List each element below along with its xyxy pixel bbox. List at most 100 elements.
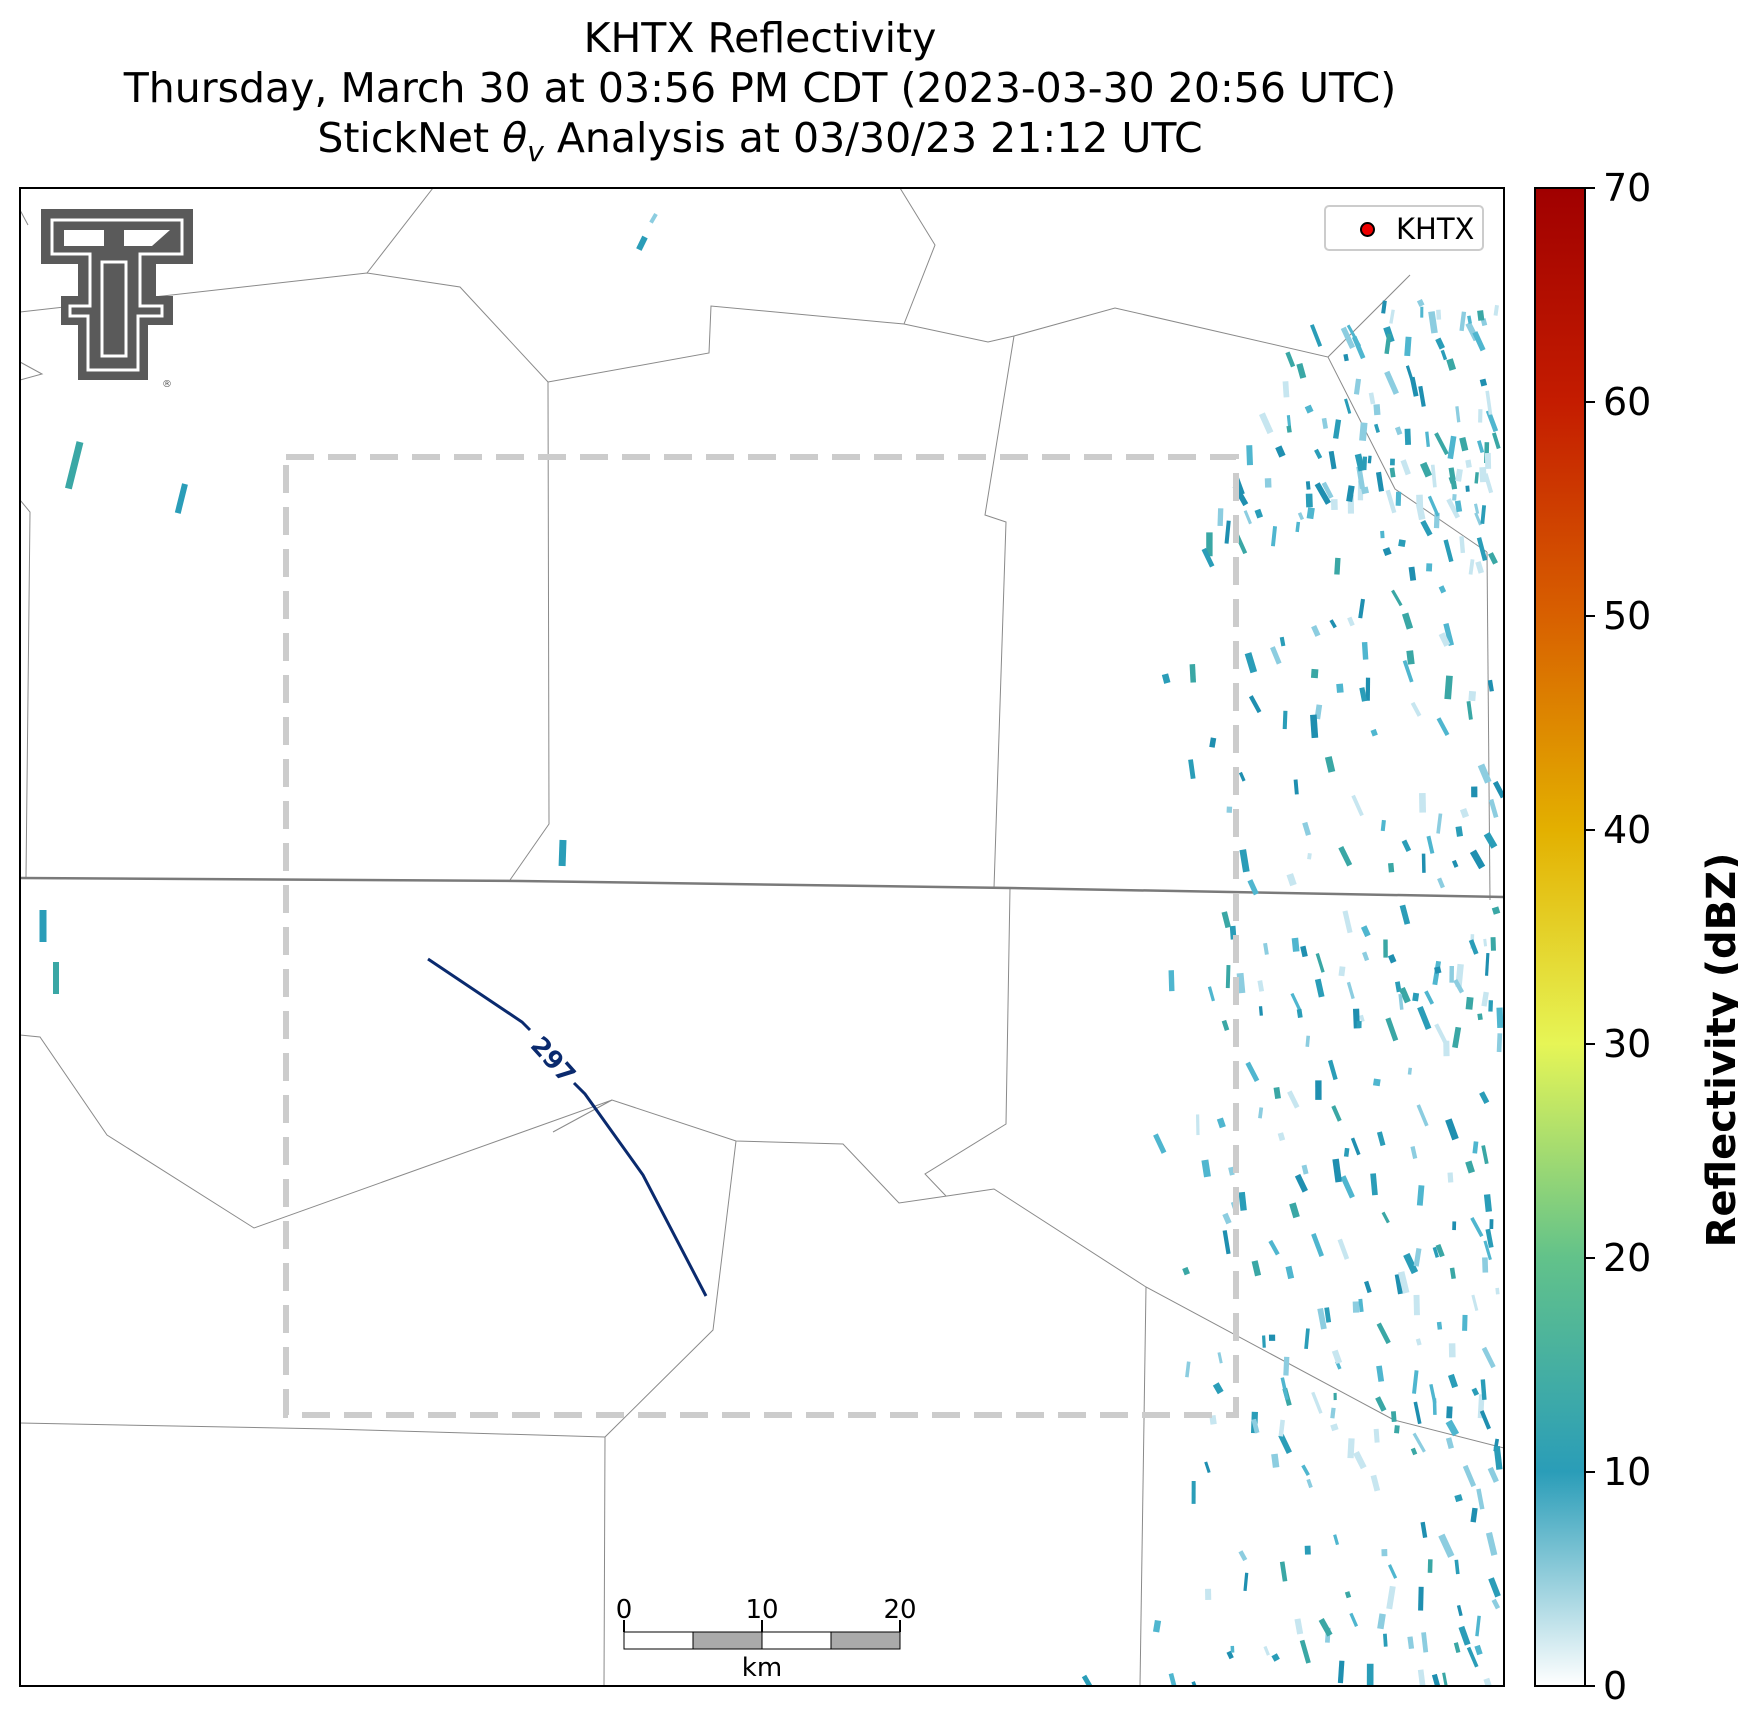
reflectivity-echo — [1310, 324, 1323, 347]
reflectivity-echo — [1286, 873, 1297, 887]
scale-bar-tick-label: 0 — [615, 1595, 633, 1625]
reflectivity-echo — [1491, 906, 1501, 915]
reflectivity-echo — [1398, 993, 1404, 1010]
reflectivity-echo — [1291, 937, 1300, 952]
reflectivity-echo — [1410, 1447, 1418, 1456]
scale-bar-tick-label: 20 — [883, 1595, 917, 1625]
reflectivity-echo — [1376, 1131, 1386, 1147]
reflectivity-echo — [1209, 737, 1217, 748]
reflectivity-echo — [1471, 1387, 1480, 1397]
reflectivity-echo — [1216, 1117, 1226, 1129]
reflectivity-echo — [1277, 1132, 1286, 1142]
reflectivity-echo — [1470, 1507, 1478, 1523]
reflectivity-echo — [1310, 668, 1319, 679]
colorbar-tick-label: 50 — [1603, 594, 1652, 638]
reflectivity-echo — [1347, 1438, 1355, 1459]
reflectivity-echo — [1470, 1216, 1484, 1238]
reflectivity-echo — [1473, 503, 1480, 515]
reflectivity-echo — [1444, 675, 1453, 700]
reflectivity-echo — [1329, 619, 1337, 629]
reflectivity-echo — [1209, 1415, 1217, 1425]
reflectivity-echo — [1448, 467, 1458, 490]
reflectivity-echo — [1168, 1672, 1177, 1686]
reflectivity-echo — [1390, 1411, 1397, 1422]
reflectivity-echo — [1485, 390, 1493, 415]
reflectivity-echo — [1481, 1346, 1496, 1369]
reflectivity-echo — [1487, 1466, 1499, 1483]
reflectivity-echo — [1402, 660, 1414, 683]
reflectivity-echo — [1295, 521, 1301, 533]
reflectivity-echo — [1483, 473, 1494, 494]
reflectivity-echo — [1480, 1379, 1487, 1400]
reflectivity-echo — [1442, 1672, 1448, 1686]
reflectivity-echo — [1188, 759, 1196, 780]
reflectivity-echo — [1445, 1118, 1459, 1141]
reflectivity-echo — [636, 235, 648, 251]
reflectivity-echo — [1389, 309, 1395, 324]
reflectivity-echo — [1353, 378, 1362, 395]
scale-bar — [623, 1620, 901, 1650]
reflectivity-echo — [1474, 512, 1482, 526]
reflectivity-echo — [1359, 687, 1368, 702]
reflectivity-echo — [1427, 495, 1440, 517]
reflectivity-echo — [1491, 432, 1501, 450]
reflectivity-echo — [1412, 1432, 1426, 1453]
reflectivity-echo — [1488, 1577, 1501, 1598]
reflectivity-echo — [1081, 1674, 1093, 1686]
reflectivity-echo — [1408, 566, 1417, 581]
reflectivity-echo — [1407, 1636, 1415, 1649]
reflectivity-echo — [1317, 1307, 1327, 1330]
reflectivity-echo — [1438, 632, 1451, 647]
reflectivity-echo — [1301, 1464, 1310, 1476]
reflectivity-echo — [1315, 953, 1325, 973]
reflectivity-echo — [558, 839, 567, 867]
reflectivity-echo — [1359, 1014, 1365, 1023]
legend: KHTX — [1324, 205, 1484, 251]
reflectivity-echo — [1344, 398, 1352, 414]
reflectivity-echo — [1420, 1521, 1428, 1538]
reflectivity-echo — [1201, 547, 1215, 568]
reflectivity-echo — [1384, 370, 1399, 395]
reflectivity-echo — [1238, 771, 1246, 782]
reflectivity-echo — [1340, 1175, 1355, 1199]
reflectivity-echo — [1474, 472, 1479, 484]
reflectivity-echo — [1459, 536, 1466, 554]
reflectivity-echo — [1280, 1377, 1289, 1401]
reflectivity-echo — [1370, 1474, 1381, 1492]
reflectivity-echo — [1416, 1104, 1429, 1127]
reflectivity-echo — [1283, 1356, 1290, 1376]
reflectivity-echo — [1426, 835, 1435, 854]
reflectivity-echo — [1483, 938, 1488, 947]
reflectivity-echo — [1446, 358, 1457, 371]
reflectivity-echo — [1474, 1644, 1483, 1656]
reflectivity-echo — [1496, 1007, 1504, 1029]
reflectivity-echo — [1434, 1023, 1448, 1045]
scale-bar-tick-label: 10 — [745, 1595, 779, 1625]
reflectivity-echo — [1483, 1194, 1493, 1212]
reflectivity-echo — [1224, 520, 1231, 544]
reflectivity-echo — [1401, 839, 1412, 852]
reflectivity-echo — [1152, 1619, 1162, 1633]
reflectivity-echo — [1374, 423, 1380, 433]
reflectivity-echo — [1238, 1550, 1248, 1562]
reflectivity-echo — [1370, 728, 1378, 737]
reflectivity-echo — [1185, 1361, 1191, 1378]
reflectivity-echo — [1263, 942, 1269, 955]
reflectivity-echo — [1452, 494, 1457, 501]
theta-symbol: θ — [502, 114, 528, 162]
reflectivity-echo — [1407, 1067, 1413, 1075]
reflectivity-echo — [1243, 1572, 1249, 1592]
reflectivity-echo — [1387, 1564, 1398, 1579]
reflectivity-echo — [1302, 821, 1312, 836]
reflectivity-echo — [1385, 489, 1397, 514]
colorbar-tick-label: 40 — [1603, 808, 1652, 852]
reflectivity-echo — [1321, 417, 1329, 429]
reflectivity-echo — [1344, 1591, 1352, 1599]
reflectivity-echo — [1318, 1618, 1333, 1637]
figure-subtitle-time: Thursday, March 30 at 03:56 PM CDT (2023… — [123, 64, 1397, 112]
reflectivity-echo — [1375, 471, 1385, 492]
contour-label-297: 297 — [525, 1031, 581, 1089]
reflectivity-echo — [1343, 353, 1349, 362]
reflectivity-echo — [1438, 1533, 1455, 1558]
